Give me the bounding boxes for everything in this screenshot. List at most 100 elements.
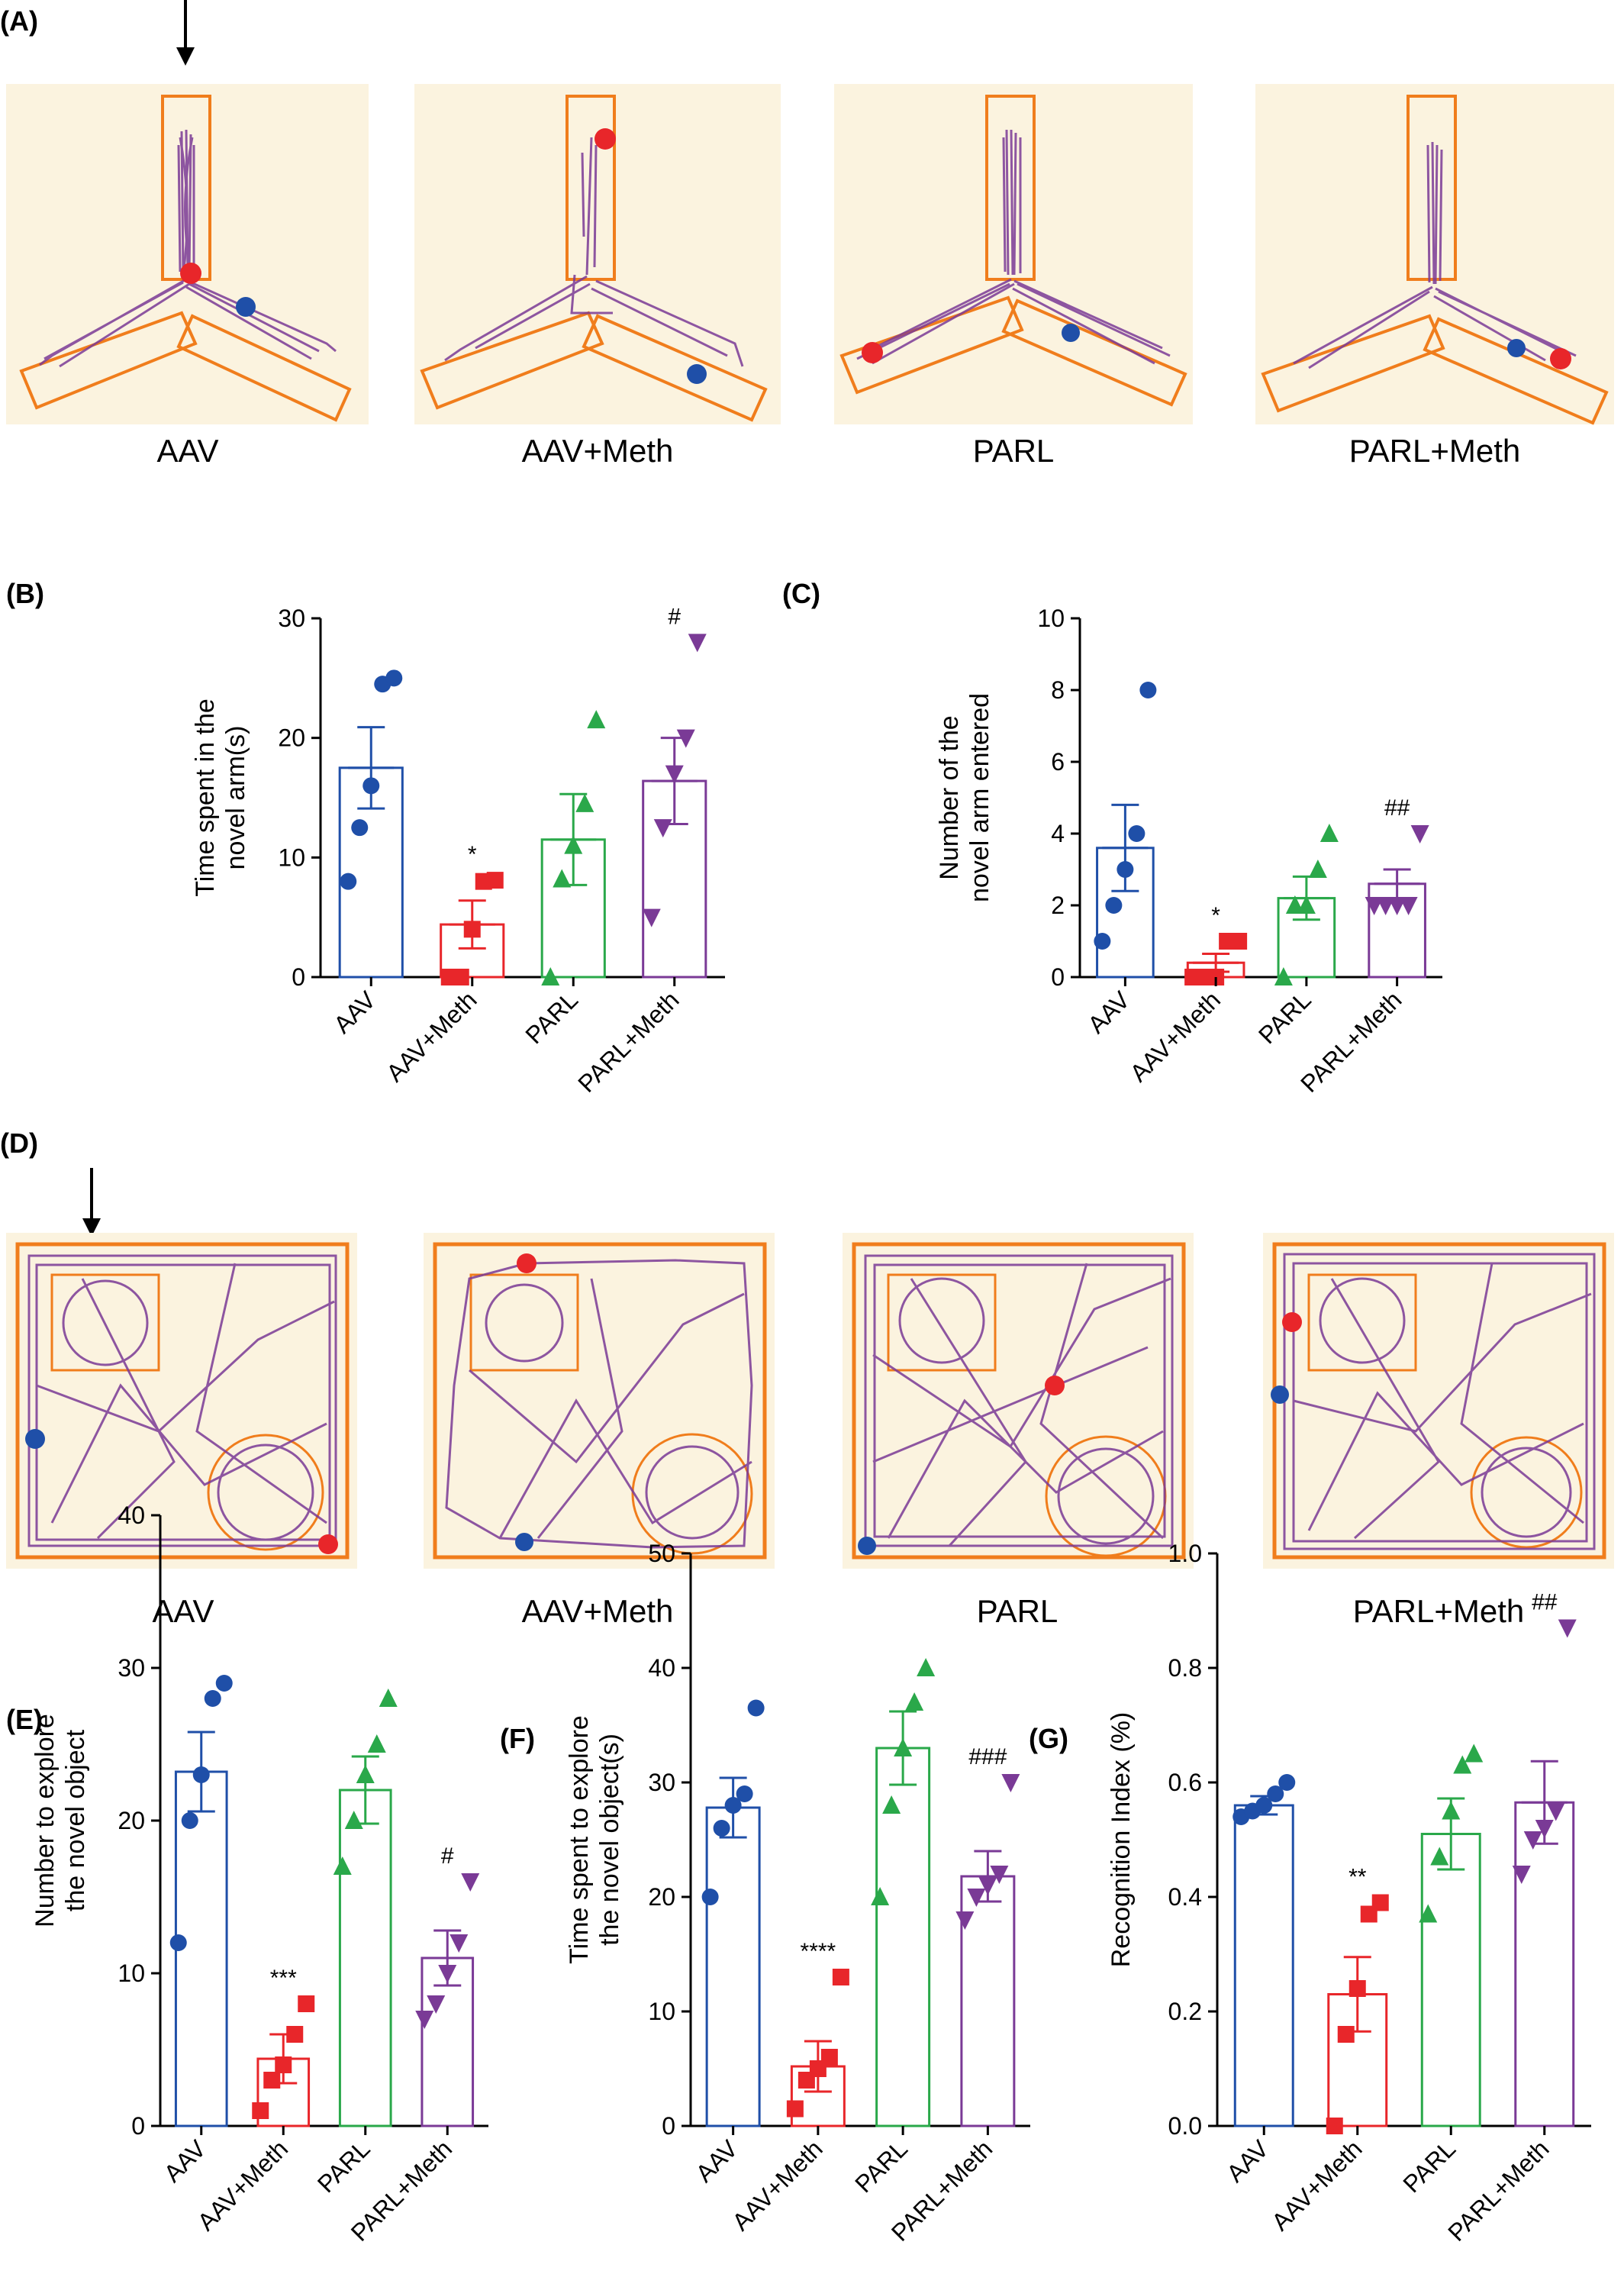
data-point — [427, 1995, 446, 2014]
data-point — [1348, 1980, 1366, 1997]
panel-letter-f: (F) — [500, 1723, 535, 1754]
data-point — [1001, 1774, 1020, 1792]
y-tick-label: 0 — [292, 963, 305, 991]
data-point — [1523, 1831, 1542, 1850]
down-arrow-icon — [176, 0, 195, 66]
chart-novel-arm-entries: 0 2 4 6 8 10 Number of the novel arm entered AAV… — [935, 605, 1442, 1098]
significance-label: *** — [270, 1966, 297, 1991]
data-point — [701, 1889, 719, 1905]
data-point — [564, 835, 583, 854]
bar — [705, 1806, 761, 2127]
data-point — [367, 1734, 386, 1753]
x-tick-label: AAV — [691, 2134, 744, 2188]
data-point — [724, 1797, 742, 1814]
chart-novel-object-count: 0 10 20 30 40 Number to explore the novel obje… — [31, 1502, 488, 2247]
y-tick-label: 0.2 — [1168, 1998, 1202, 2025]
y-maze-row: AAV AAV+Meth PARL PARL+Meth — [6, 0, 1614, 469]
y-axis-title: Time spent in the — [191, 698, 220, 897]
data-point — [344, 1811, 363, 1829]
data-point — [486, 872, 504, 889]
data-point — [978, 1877, 997, 1895]
data-point — [1094, 933, 1111, 950]
panel-letter-e: (E) — [6, 1704, 43, 1735]
significance-label: ## — [1532, 1590, 1558, 1615]
data-point — [1297, 895, 1316, 914]
y-tick-label: 50 — [648, 1540, 675, 1567]
open-field-aav-meth — [424, 1233, 775, 1569]
significance-label: ** — [1348, 1865, 1367, 1890]
data-point — [1116, 861, 1134, 878]
data-point — [1274, 967, 1293, 985]
data-point — [1326, 2118, 1343, 2134]
data-point — [1512, 1866, 1531, 1884]
y-tick-label: 30 — [278, 605, 305, 632]
data-point — [1371, 1894, 1389, 1911]
data-point — [1320, 824, 1339, 842]
panel-letter-g: (G) — [1029, 1723, 1068, 1754]
panel-letter-b: (B) — [6, 578, 44, 609]
x-tick-label: PARL — [312, 2134, 375, 2198]
data-point — [1267, 1785, 1284, 1802]
y-tick-label: 0 — [662, 2112, 675, 2140]
data-point — [1230, 933, 1248, 950]
data-point — [461, 1873, 480, 1892]
data-point — [1546, 1802, 1565, 1821]
y-tick-label: 0.8 — [1168, 1654, 1202, 1682]
x-tick-label: AAV — [328, 985, 382, 1039]
data-point — [688, 634, 707, 653]
y-tick-label: 10 — [278, 844, 305, 871]
data-point — [747, 1699, 765, 1717]
data-point — [333, 1856, 352, 1875]
y-tick-label: 0 — [1051, 963, 1065, 991]
data-point — [587, 710, 606, 729]
chart-recognition-index: 0.0 0.2 0.4 0.6 0.8 1.0 Recognition Index (%) A… — [1107, 1540, 1591, 2247]
data-point — [298, 1995, 315, 2012]
data-point — [169, 1934, 187, 1951]
open-field-label-parl: PARL — [977, 1593, 1058, 1629]
y-tick-label: 0.6 — [1168, 1769, 1202, 1796]
x-tick-label: AAV+Meth — [1266, 2134, 1368, 2236]
data-point — [263, 2072, 281, 2089]
data-point — [905, 1692, 924, 1711]
significance-label: * — [468, 842, 477, 867]
data-point — [450, 1934, 469, 1953]
data-point — [275, 2056, 292, 2073]
data-point — [362, 777, 380, 795]
y-maze-parl-meth — [1255, 84, 1614, 425]
y-tick-label: 30 — [118, 1654, 145, 1682]
significance-label: # — [668, 604, 681, 629]
data-point — [1337, 2026, 1355, 2043]
significance-label: ### — [968, 1744, 1007, 1769]
data-point — [990, 1866, 1009, 1884]
data-point — [894, 1738, 913, 1756]
data-point — [1430, 1847, 1449, 1866]
data-point — [181, 1812, 198, 1829]
data-point — [713, 1820, 730, 1837]
open-field-label-parl-meth: PARL+Meth — [1353, 1593, 1525, 1629]
y-tick-label: 0.0 — [1168, 2112, 1202, 2140]
y-axis-title: Number to explore — [31, 1714, 60, 1927]
y-tick-label: 2 — [1051, 892, 1065, 919]
open-field-row: AAV AAV+Meth PARL PARL+Meth — [6, 1168, 1614, 1629]
significance-label: * — [1211, 903, 1220, 928]
data-point — [1278, 1774, 1296, 1791]
x-tick-label: AAV — [1221, 2134, 1274, 2188]
y-tick-label: 10 — [648, 1998, 675, 2025]
open-field-parl — [843, 1233, 1194, 1569]
significance-label: # — [441, 1843, 454, 1869]
data-point — [340, 873, 357, 890]
data-point — [385, 669, 403, 687]
chart-novel-arm-time: 0 10 20 30 Time spent in the novel arm(s) AAV *… — [191, 604, 725, 1098]
data-point — [541, 967, 560, 985]
panel-letter-a: (A) — [0, 5, 38, 37]
data-point — [967, 1889, 986, 1907]
data-point — [1105, 897, 1123, 914]
x-tick-label: PARL — [1253, 985, 1316, 1049]
open-field-label-aav: AAV — [153, 1593, 214, 1629]
x-tick-label: AAV+Meth — [727, 2134, 828, 2236]
data-point — [415, 2011, 434, 2029]
x-tick-label: AAV+Meth — [381, 985, 482, 1087]
y-maze-aav — [6, 84, 369, 424]
x-tick-label: PARL — [849, 2134, 913, 2198]
